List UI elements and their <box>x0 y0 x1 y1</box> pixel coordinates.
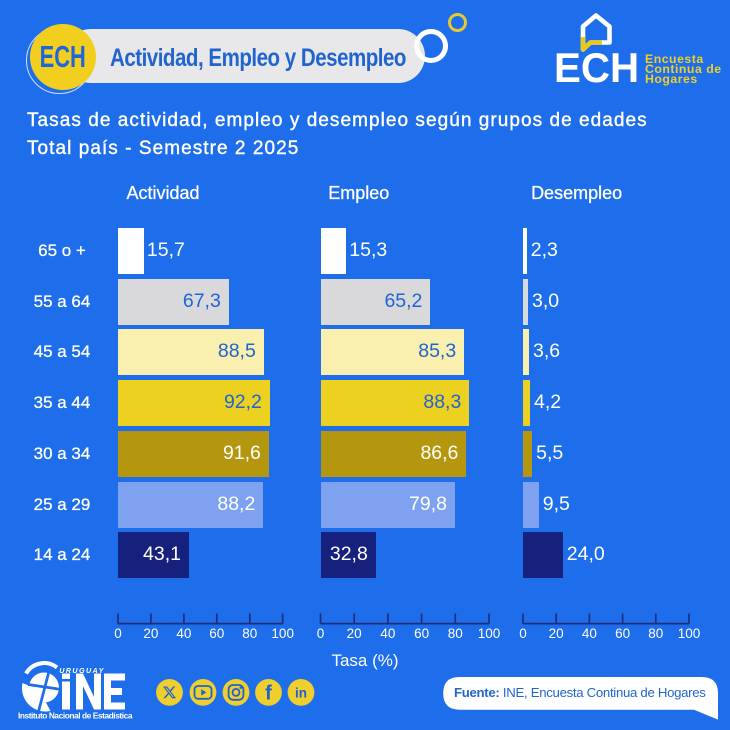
svg-text:60: 60 <box>209 626 224 641</box>
svg-text:40: 40 <box>176 626 191 641</box>
svg-text:URUGUAY: URUGUAY <box>59 666 105 675</box>
svg-text:20: 20 <box>549 626 564 641</box>
svg-text:60: 60 <box>615 626 630 641</box>
svg-text:80: 80 <box>448 626 463 641</box>
svg-text:80: 80 <box>648 626 663 641</box>
svg-text:100: 100 <box>678 626 701 641</box>
svg-text:100: 100 <box>478 626 501 641</box>
svg-text:0: 0 <box>114 626 122 641</box>
svg-text:0: 0 <box>519 626 527 641</box>
svg-text:20: 20 <box>347 626 362 641</box>
svg-text:in: in <box>295 686 307 701</box>
svg-text:0: 0 <box>317 626 325 641</box>
svg-text:40: 40 <box>582 626 597 641</box>
svg-text:40: 40 <box>380 626 395 641</box>
svg-text:80: 80 <box>242 626 257 641</box>
svg-text:f: f <box>265 683 272 705</box>
svg-text:60: 60 <box>414 626 429 641</box>
svg-text:100: 100 <box>271 626 294 641</box>
svg-text:20: 20 <box>143 626 158 641</box>
svg-text:Instituto Nacional de Estadíst: Instituto Nacional de Estadística <box>18 711 133 721</box>
